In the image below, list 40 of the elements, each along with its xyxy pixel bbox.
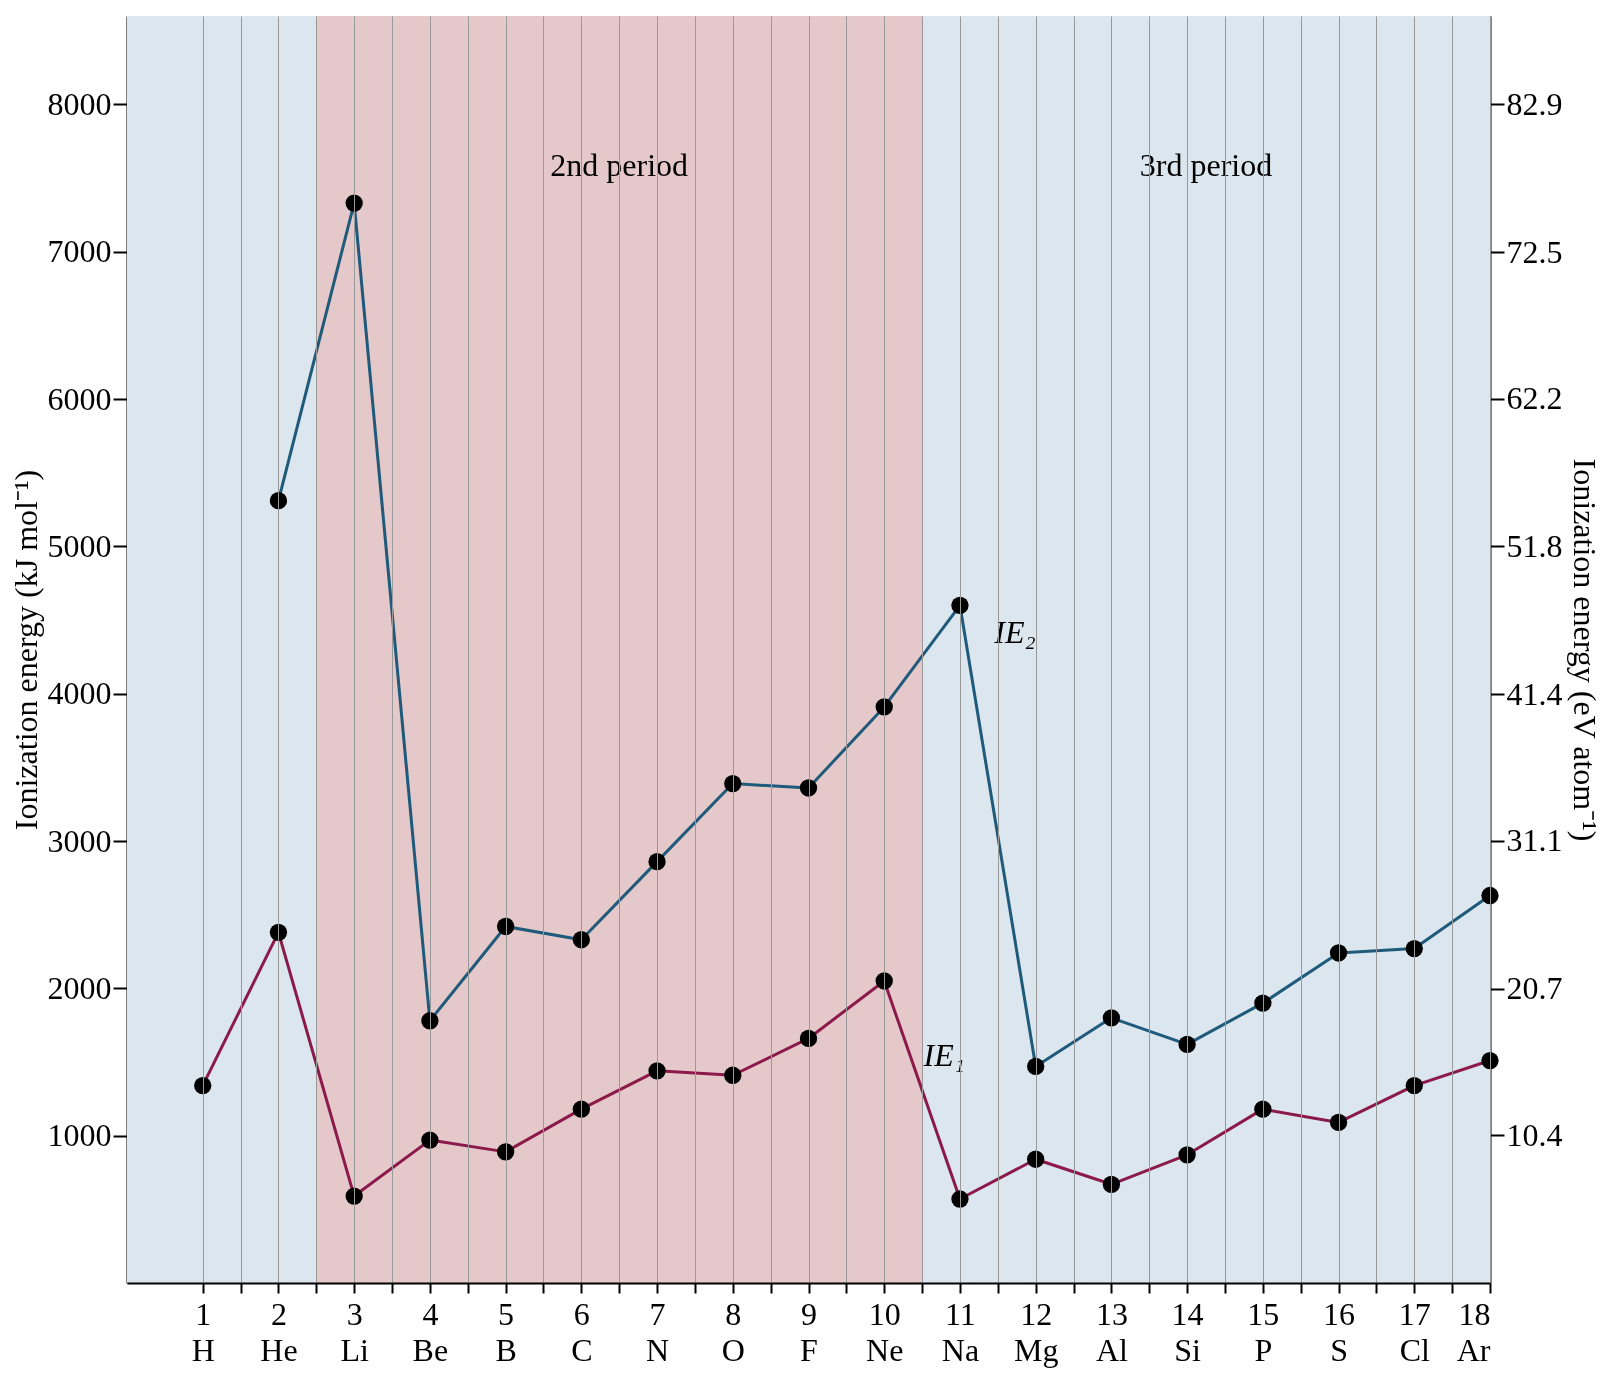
y-tick-label: 8000 xyxy=(47,85,112,122)
series-label: IE₂ xyxy=(993,614,1036,651)
x-tick-label: 17 Cl xyxy=(1398,1295,1431,1368)
x-tick-label: 18 Ar xyxy=(1456,1295,1491,1368)
y-tick-label: 5000 xyxy=(47,527,112,564)
x-tick-label: 4 Be xyxy=(412,1295,449,1368)
y-tick-label: 3000 xyxy=(47,822,112,859)
y2-tick-label: 72.5 xyxy=(1506,233,1563,270)
x-tick-label: 9 F xyxy=(800,1295,818,1368)
x-tick-label: 8 O xyxy=(721,1295,745,1368)
y2-tick-label: 31.1 xyxy=(1506,822,1563,859)
x-tick-label: 15 P xyxy=(1247,1295,1280,1368)
x-tick-label: 13 Al xyxy=(1095,1295,1128,1368)
x-tick-label: 16 S xyxy=(1323,1295,1356,1368)
x-tick-label: 10 Ne xyxy=(866,1295,904,1368)
x-tick-label: 6 C xyxy=(571,1295,593,1368)
y2-tick-label: 51.8 xyxy=(1506,527,1563,564)
x-tick-label: 5 B xyxy=(495,1295,517,1368)
x-tick-label: 11 Na xyxy=(941,1295,980,1368)
y-tick-label: 4000 xyxy=(47,675,112,712)
band-label: 3rd period xyxy=(1139,147,1273,183)
y2-tick-label: 20.7 xyxy=(1506,970,1563,1007)
x-tick-label: 12 Mg xyxy=(1013,1295,1059,1368)
y2-tick-label: 41.4 xyxy=(1506,675,1563,712)
y2-tick-label: 82.9 xyxy=(1506,85,1563,122)
y2-tick-label: 10.4 xyxy=(1506,1116,1563,1153)
x-tick-label: 7 N xyxy=(646,1295,670,1368)
x-tick-label: 14 Si xyxy=(1171,1295,1204,1368)
y-tick-label: 6000 xyxy=(47,380,112,417)
y-tick-label: 1000 xyxy=(47,1117,112,1154)
band-label: 2nd period xyxy=(550,147,689,183)
y2-tick-label: 62.2 xyxy=(1506,380,1563,417)
y-axis-title: Ionization energy (kJ mol⁻¹) xyxy=(7,469,44,831)
x-tick-label: 3 Li xyxy=(340,1295,369,1368)
x-tick-label: 2 He xyxy=(260,1295,298,1368)
y2-axis-title: Ionization energy (eV atom⁻¹) xyxy=(1566,458,1603,842)
series-label: IE₁ xyxy=(922,1036,965,1073)
y-tick-label: 7000 xyxy=(47,233,112,270)
y-tick-label: 2000 xyxy=(47,969,112,1006)
x-tick-label: 1 H xyxy=(191,1295,215,1368)
